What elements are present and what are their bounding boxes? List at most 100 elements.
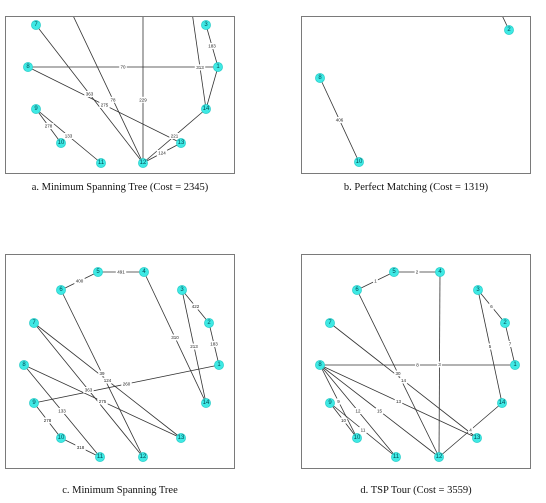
edge-label-bg	[339, 417, 348, 424]
node-label: 3	[180, 287, 184, 293]
node-5: 5	[389, 267, 399, 277]
caption-c: c. Minimum Spanning Tree	[62, 485, 178, 496]
edge-label-bg	[489, 303, 494, 310]
node-circle	[29, 398, 39, 408]
edge-label-bg	[208, 341, 220, 347]
edge-label-10-11: 318	[75, 444, 86, 451]
edge-label-bg	[373, 278, 378, 284]
edge-label-7-13: 124	[102, 377, 113, 384]
edge-label-text: 278	[45, 124, 53, 129]
edge-labels: 4914004221833102133936312427526027813331…	[42, 269, 220, 451]
node-8: 8	[23, 62, 33, 72]
node-2: 2	[504, 25, 514, 35]
node-label: 2	[503, 320, 507, 326]
edge-label-bg	[99, 102, 110, 108]
node-circle	[138, 158, 148, 168]
node-label: 8	[26, 64, 30, 70]
node-circle	[201, 20, 211, 30]
node-circle	[510, 360, 520, 370]
edge-label-text: 275	[101, 103, 109, 108]
edge-label-5-4: 491	[115, 269, 127, 275]
node-4: 4	[435, 267, 445, 277]
edge-label-text: 12	[355, 409, 361, 414]
panel-c: 491 400 422 183 310 213 39 363 124 275 260 278 133 31…	[5, 254, 235, 469]
node-6: 6	[352, 285, 362, 295]
edge-label-bg	[98, 370, 106, 377]
node-circle	[354, 157, 364, 167]
edge-labels: 406	[334, 117, 345, 123]
node-circle	[315, 73, 325, 83]
node-9: 9	[31, 104, 41, 114]
edge-label-bg	[354, 408, 362, 414]
node-circle	[95, 452, 105, 462]
edge-label-text: 318	[77, 445, 85, 450]
edge-label-bg	[137, 96, 149, 103]
edge-label-text: 14	[401, 378, 407, 383]
edge-label-text: 5	[489, 344, 492, 349]
node-8: 8	[315, 73, 325, 83]
edge-label: 229	[137, 96, 149, 103]
edge-label-bg	[507, 341, 513, 347]
node-circle	[176, 433, 186, 443]
edge-label-text: 30	[395, 371, 401, 376]
node-14: 14	[201, 398, 211, 408]
edge-label-text: 278	[44, 418, 52, 423]
node-10: 10	[352, 433, 362, 443]
node-11: 11	[391, 452, 401, 462]
edge-label-text: 422	[192, 304, 200, 309]
node-label: 10	[58, 140, 65, 146]
node-1: 1	[214, 360, 224, 370]
node-label: 12	[140, 160, 147, 166]
node-label: 5	[96, 269, 100, 275]
node-11: 11	[95, 452, 105, 462]
node-label: 8	[318, 75, 322, 81]
node-3: 3	[201, 20, 211, 30]
edge-label-9-1: 260	[121, 381, 132, 387]
node-8: 8	[315, 360, 325, 370]
edge-label-9-10: 278	[42, 417, 53, 424]
node-label: 8	[22, 362, 26, 368]
node-6: 6	[56, 285, 66, 295]
edge-label: 78	[109, 96, 117, 103]
node-circle	[23, 62, 33, 72]
edge-label-7-13: 14	[399, 377, 408, 384]
node-13: 13	[176, 433, 186, 443]
node-11: 11	[96, 158, 106, 168]
caption-b: b. Perfect Matching (Cost = 1319)	[343, 182, 489, 193]
edge-label-text: 2	[416, 270, 419, 275]
node-label: 6	[59, 287, 63, 293]
node-circle	[472, 433, 482, 443]
node-label: 11	[97, 454, 104, 460]
edge-label-bg	[115, 269, 127, 275]
edge-label-bg	[399, 377, 408, 384]
edge-14-1	[205, 66, 219, 110]
edge-label-bg	[109, 96, 117, 103]
node-circle	[93, 267, 103, 277]
edge-label-8-1: 8	[415, 362, 420, 368]
edge-label-bg	[437, 361, 442, 368]
edge-label-9-10: 10	[339, 417, 348, 424]
node-circle	[434, 452, 444, 462]
node-label: 6	[355, 287, 359, 293]
edge-label-bg	[487, 343, 493, 350]
edge-label-text: 10	[341, 418, 347, 423]
edge-label-9-10: 278	[43, 123, 54, 129]
edge-label-text: 313	[196, 65, 204, 70]
edge-label-5-6: 400	[74, 278, 85, 284]
edge-label-12-14: 4	[468, 427, 473, 433]
node-label: 12	[140, 454, 147, 460]
edge-label-bg	[188, 343, 200, 350]
node-label: 9	[34, 106, 38, 112]
node-label: 1	[217, 362, 221, 368]
node-label: 7	[328, 320, 332, 326]
edge-label-8-1: 70	[119, 64, 127, 70]
edge-label-bg	[75, 444, 86, 451]
edge-label-12-14: 221	[169, 133, 180, 139]
node-label: 14	[499, 400, 506, 406]
node-circle	[201, 104, 211, 114]
edge-label-text: 4	[469, 428, 472, 433]
edge-label-bg	[83, 387, 94, 393]
edge-label-text: 310	[171, 335, 179, 340]
node-2: 2	[204, 318, 214, 328]
node-circle	[315, 360, 325, 370]
